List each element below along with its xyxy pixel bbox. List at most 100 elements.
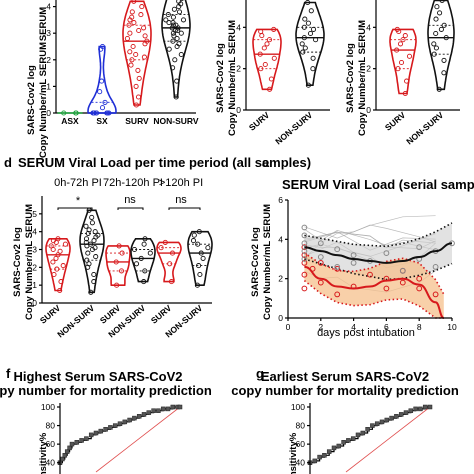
surv-fit-line (304, 265, 445, 319)
roc-point (170, 404, 176, 410)
y-tick-label: 1 (46, 81, 51, 91)
non-surv-point (317, 240, 324, 247)
panel-d-title: SERUM Viral Load per time period (all sa… (18, 155, 311, 170)
data-point (180, 17, 187, 23)
roc-curve (60, 406, 180, 464)
data-point (141, 241, 147, 247)
panel-b: SARS-Cov2 log Copy Number/mL SERUM 0 2 4 SU… (215, 0, 330, 147)
data-point (119, 250, 125, 256)
data-point (172, 57, 178, 63)
data-point (99, 105, 106, 111)
category-label: SURV (125, 116, 149, 126)
category-label: ASX (61, 116, 79, 126)
data-point (175, 27, 181, 34)
violin-non-surv (187, 230, 213, 286)
panel-e: e SERUM Viral Load (serial samples) SARS… (250, 155, 474, 339)
data-point (116, 243, 122, 249)
data-point (147, 250, 153, 256)
data-point (431, 51, 437, 57)
data-point (170, 38, 176, 44)
panel-f-ylabel: nsitivity% (38, 432, 49, 474)
panel-d-violins (45, 207, 213, 295)
panel-d-brackets (57, 207, 201, 210)
roc-point (67, 445, 72, 451)
roc-point (62, 453, 68, 458)
category-label: NON-SURV (273, 110, 314, 147)
data-point (83, 239, 89, 245)
data-point (178, 51, 184, 58)
data-point (133, 51, 139, 58)
roc-point (427, 404, 433, 410)
non-surv-point (334, 246, 341, 253)
roc-point (360, 430, 366, 436)
panel-g: g Earliest Serum SARS-CoV2 copy number f… (231, 366, 459, 474)
reference-diagonal (95, 406, 181, 473)
non-surv-fit-line (304, 242, 453, 264)
data-point (299, 41, 305, 47)
data-point (313, 37, 319, 43)
roc-point (165, 406, 171, 412)
y-tick-label: 0 (236, 105, 241, 115)
y-tick-label: 60 (46, 439, 56, 449)
data-point (138, 12, 144, 18)
surv-ci-border (303, 279, 444, 319)
data-point (118, 268, 125, 274)
data-point (131, 20, 137, 26)
roc-point (403, 410, 409, 415)
data-point (434, 4, 440, 10)
data-point (268, 76, 274, 82)
data-point (394, 47, 400, 53)
surv-point (416, 285, 423, 292)
data-point (86, 261, 92, 267)
roc-point (136, 414, 142, 419)
y-tick-label: 4 (278, 234, 283, 244)
significance-bracket (57, 207, 93, 210)
violin-non-surv (161, 0, 191, 98)
data-point (267, 86, 273, 92)
data-point (170, 22, 176, 28)
y-tick-label: 4 (46, 2, 51, 12)
data-point (133, 83, 139, 89)
data-point (301, 35, 307, 41)
roc-point (346, 438, 351, 443)
roc-point (418, 406, 423, 412)
data-point (433, 30, 439, 37)
data-point (91, 271, 97, 278)
y-tick-label: 100 (291, 402, 305, 412)
data-point (305, 0, 311, 6)
data-point (205, 245, 211, 251)
data-point (142, 33, 148, 39)
panel-d-sig-1: * (76, 195, 81, 207)
y-tick-label: 4 (236, 22, 241, 32)
y-tick-label: 3 (46, 28, 51, 38)
panel-d-ylabel-line2: Copy Number/mL SERUM (24, 204, 35, 320)
non-surv-point (350, 260, 357, 266)
y-tick-label: 2 (278, 274, 283, 284)
data-point (169, 25, 175, 31)
data-point (129, 14, 135, 20)
data-point (406, 53, 413, 59)
data-point (194, 282, 200, 288)
surv-point (301, 252, 308, 259)
data-point (310, 26, 317, 32)
data-point (195, 241, 201, 247)
category-label: SURV (38, 303, 63, 326)
roc-point (117, 421, 123, 426)
roc-point (389, 415, 394, 421)
data-point (138, 255, 144, 261)
data-point (176, 41, 182, 47)
panel-b-ylabel-line2: Copy Number/mL SERUM (227, 20, 238, 136)
data-point (48, 243, 54, 249)
data-point (172, 27, 178, 34)
non-surv-point (301, 256, 308, 262)
roc-point (379, 419, 385, 425)
roc-point (146, 410, 152, 415)
data-point (57, 287, 63, 294)
data-point (60, 263, 66, 269)
violin-surv (45, 238, 71, 292)
y-tick-label: 6 (278, 195, 283, 205)
roc-point (322, 453, 327, 458)
data-point (158, 245, 164, 251)
data-point (167, 261, 173, 267)
